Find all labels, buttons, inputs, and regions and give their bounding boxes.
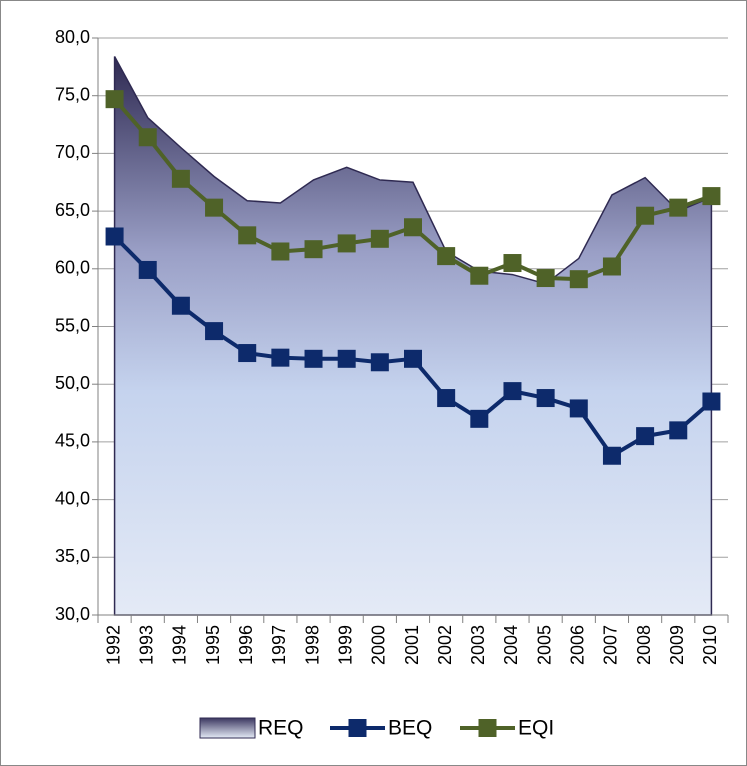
legend-swatch (199, 717, 256, 739)
y-tick-label: 40,0 (55, 488, 90, 508)
x-tick-label: 2000 (369, 625, 389, 665)
marker (171, 296, 190, 315)
x-tick-label: 2005 (534, 625, 554, 665)
marker (470, 409, 489, 428)
legend-label: BEQ (388, 717, 432, 740)
legend-marker (348, 719, 367, 737)
marker (238, 344, 257, 363)
y-tick-label: 45,0 (55, 431, 90, 451)
marker (602, 446, 621, 465)
marker (636, 206, 655, 225)
x-tick-label: 2001 (402, 625, 422, 665)
y-tick-label: 70,0 (55, 142, 90, 162)
x-tick-label: 2010 (700, 625, 720, 665)
legend-marker (478, 719, 497, 737)
marker (669, 421, 688, 440)
x-tick-label: 2008 (634, 625, 654, 665)
x-tick-label: 1996 (236, 625, 256, 665)
marker (138, 260, 157, 279)
legend: REQ BEQ EQI (199, 717, 554, 740)
marker (569, 270, 588, 289)
marker (337, 349, 356, 368)
legend-label: REQ (258, 717, 304, 740)
marker (536, 389, 555, 408)
marker (271, 348, 290, 367)
marker (669, 198, 688, 217)
marker (437, 247, 456, 266)
x-tick-label: 1994 (170, 625, 190, 665)
marker (171, 169, 190, 188)
marker (404, 349, 422, 368)
y-tick-label: 60,0 (55, 258, 90, 278)
marker (437, 389, 456, 408)
x-tick-label: 1999 (335, 625, 355, 665)
marker (569, 399, 588, 418)
legend-label: EQI (518, 717, 554, 740)
x-tick-label: 2007 (601, 625, 621, 665)
x-tick-label: 2002 (435, 625, 455, 665)
x-tick-label: 2003 (468, 625, 488, 665)
x-tick-label: 1995 (203, 625, 223, 665)
y-tick-label: 35,0 (55, 546, 90, 566)
marker (503, 382, 522, 401)
marker (304, 349, 323, 368)
marker (470, 266, 489, 285)
marker (404, 218, 422, 237)
marker (271, 242, 290, 261)
marker (337, 234, 356, 253)
marker (304, 240, 323, 259)
y-tick-label: 30,0 (55, 604, 90, 624)
marker (636, 427, 655, 446)
y-tick-label: 80,0 (55, 27, 90, 47)
marker (702, 392, 721, 411)
x-tick-label: 1998 (302, 625, 322, 665)
marker (205, 198, 224, 217)
marker (105, 90, 124, 109)
x-tick-label: 1997 (269, 625, 289, 665)
x-tick-label: 2006 (568, 625, 588, 665)
marker (602, 257, 621, 276)
y-tick-label: 50,0 (55, 373, 90, 393)
area (113, 56, 713, 616)
marker (503, 254, 522, 273)
x-tick-label: 1993 (136, 625, 156, 665)
x-tick-label: 2009 (667, 625, 687, 665)
y-tick-label: 75,0 (55, 84, 90, 104)
x-tick-label: 2004 (501, 625, 521, 665)
y-tick-label: 55,0 (55, 315, 90, 335)
marker (138, 128, 157, 147)
x-tick-label: 1992 (103, 625, 123, 665)
marker (702, 187, 721, 206)
marker (205, 322, 224, 341)
marker (105, 227, 124, 246)
marker (238, 226, 257, 245)
y-tick-label: 65,0 (55, 200, 90, 220)
marker (536, 269, 555, 288)
marker (370, 353, 389, 372)
marker (370, 229, 389, 248)
